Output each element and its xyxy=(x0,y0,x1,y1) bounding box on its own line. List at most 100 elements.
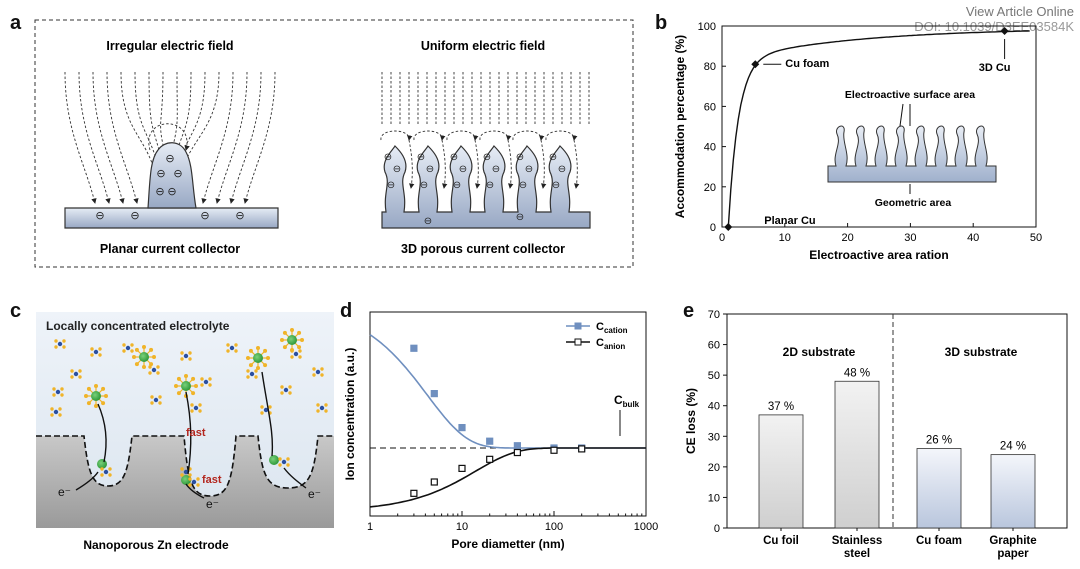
electron-arrow xyxy=(185,483,205,499)
panel-letter-a: a xyxy=(10,12,22,34)
charge-symbol: ⊖ xyxy=(549,152,557,163)
x-tick-label: 100 xyxy=(545,521,563,533)
charge-symbol: ⊖ xyxy=(156,168,165,180)
solvated-ion xyxy=(200,377,212,387)
field-line xyxy=(134,71,161,170)
charge-symbol: ⊖ xyxy=(453,180,461,191)
x-tick-label: 40 xyxy=(967,232,979,244)
bar-value-label: 26 % xyxy=(926,435,952,447)
solvated-ion xyxy=(54,339,66,349)
category-label: Stainless xyxy=(832,535,883,547)
anion-point xyxy=(550,446,558,454)
y-tick-label: 20 xyxy=(708,462,720,474)
panel-b-chart: 0 10 20 30 40 50 0 20 40 60 80 100 Electroactive are… xyxy=(673,21,1042,262)
y-tick-label: 60 xyxy=(708,340,720,352)
field-line xyxy=(120,71,158,176)
fast-label-2: fast xyxy=(202,474,222,486)
group-label: 2D substrate xyxy=(783,345,856,359)
anion-point xyxy=(430,478,438,486)
category-label: steel xyxy=(844,548,870,560)
left-charges: ⊖⊖ ⊖⊖⊖⊖ ⊖ ⊖ ⊖ xyxy=(95,153,244,222)
y-tick-label: 10 xyxy=(708,492,720,504)
anion-point xyxy=(513,448,521,457)
legend-marker xyxy=(574,322,582,330)
charge-symbol: ⊖ xyxy=(235,210,244,222)
x-axis-label: Pore diametter (nm) xyxy=(451,537,564,551)
zn-cation xyxy=(132,345,156,369)
cation-point xyxy=(486,437,494,445)
charge-symbol: ⊖ xyxy=(155,186,164,198)
accommodation-curve xyxy=(727,30,1030,228)
solvated-ion xyxy=(70,369,82,379)
category-label: Cu foil xyxy=(763,535,799,547)
charge-symbol: ⊖ xyxy=(95,210,104,222)
inset-arrow xyxy=(899,103,904,127)
anion-point xyxy=(410,489,418,497)
x-tick-label: 50 xyxy=(1030,232,1042,244)
solvated-ion xyxy=(122,343,134,353)
point-label: Planar Cu xyxy=(764,215,815,227)
solvated-ion xyxy=(180,351,192,361)
charge-symbol: ⊖ xyxy=(173,168,182,180)
diffusion-arrow xyxy=(261,371,274,457)
anion-point xyxy=(486,455,494,463)
electron-label-3: e⁻ xyxy=(308,487,321,501)
electron-arrow xyxy=(75,471,99,491)
field-line xyxy=(545,130,578,141)
x-tick-label: 30 xyxy=(904,232,916,244)
charge-symbol: ⊖ xyxy=(516,152,524,163)
legend-label: Ccation xyxy=(596,321,628,335)
solvated-ion xyxy=(190,403,202,413)
panel-e-chart: 0 10 20 30 40 50 60 70 CE loss (%) 2D substrate 37… xyxy=(684,309,1068,560)
electron-label-1: e⁻ xyxy=(58,485,71,499)
solvated-ion xyxy=(260,405,272,415)
field-line xyxy=(215,71,248,204)
bulk-label: Cbulk xyxy=(614,393,640,409)
field-line xyxy=(380,130,413,141)
charge-symbol: ⊖ xyxy=(519,180,527,191)
group-label: 3D substrate xyxy=(945,345,1018,359)
y-tick-label: 0 xyxy=(710,222,716,234)
field-line xyxy=(479,130,512,141)
anion-point xyxy=(458,464,466,472)
charge-symbol: ⊖ xyxy=(424,216,432,227)
solvated-ions xyxy=(50,328,328,487)
field-line xyxy=(573,139,580,189)
y-tick-label: 0 xyxy=(714,523,720,535)
bar xyxy=(916,448,962,529)
solvated-ion xyxy=(246,369,258,379)
solvated-ion xyxy=(150,395,162,405)
field-line xyxy=(413,130,446,141)
bar-value-label: 24 % xyxy=(1000,441,1026,453)
bar xyxy=(834,380,880,529)
y-tick-label: 40 xyxy=(704,142,716,154)
solvated-ion xyxy=(180,467,192,477)
solvated-ion xyxy=(316,403,328,413)
irregular-field-title: Irregular electric field xyxy=(106,39,233,53)
planar-collector-caption: Planar current collector xyxy=(100,242,240,256)
inset-surface xyxy=(827,125,997,183)
electron-arrow xyxy=(283,467,307,489)
field-line xyxy=(441,139,448,189)
panel-letter-e: e xyxy=(683,300,695,322)
field-line xyxy=(106,71,139,204)
x-tick-label: 1000 xyxy=(634,521,658,533)
field-line xyxy=(92,71,125,204)
field-line xyxy=(78,71,111,204)
bar xyxy=(990,454,1036,529)
charge-symbol: ⊖ xyxy=(417,152,425,163)
y-tick-label: 40 xyxy=(708,401,720,413)
cation-point xyxy=(513,442,521,450)
panel-c-schematic: Locally concentrated electrolyte fast fa… xyxy=(36,312,334,552)
plot-frame xyxy=(369,311,647,517)
zn-cation xyxy=(181,475,191,485)
field-line xyxy=(507,139,514,189)
view-article-link[interactable]: View Article Online xyxy=(965,4,1074,19)
legend-marker xyxy=(574,338,582,346)
charge-symbol: ⊖ xyxy=(486,180,494,191)
field-line xyxy=(540,139,547,189)
cation-point xyxy=(410,344,418,352)
category-label: paper xyxy=(997,548,1029,560)
data-point xyxy=(724,223,733,231)
charge-symbol: ⊖ xyxy=(516,212,524,223)
